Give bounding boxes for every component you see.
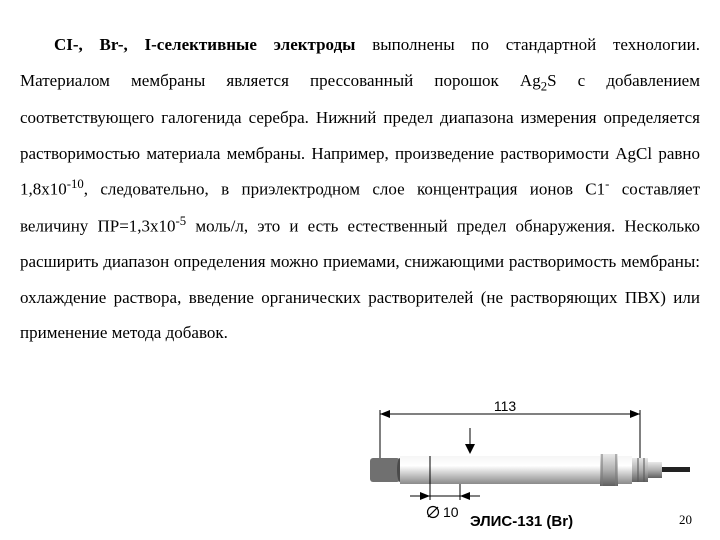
electrode-figure: 113 [320,400,690,530]
electrode-body [370,454,690,486]
formula-sup: -10 [67,177,84,191]
length-value: 113 [494,400,517,414]
document-page: СI-, Br-, I-селективные электроды выполн… [0,0,720,540]
length-dimension: 113 [380,400,640,458]
electrode-types-label: СI-, Br-, I-селективные электроды [54,35,355,54]
diameter-value: 10 [443,504,459,520]
page-number: 20 [679,512,692,528]
electrode-diagram-svg: 113 [320,400,690,530]
figure-caption: ЭЛИС-131 (Br) [470,513,573,530]
main-paragraph: СI-, Br-, I-селективные электроды выполн… [20,27,700,351]
text-fragment: , следовательно, в приэлектродном слое к… [84,180,605,199]
formula-sup: -5 [176,214,187,228]
